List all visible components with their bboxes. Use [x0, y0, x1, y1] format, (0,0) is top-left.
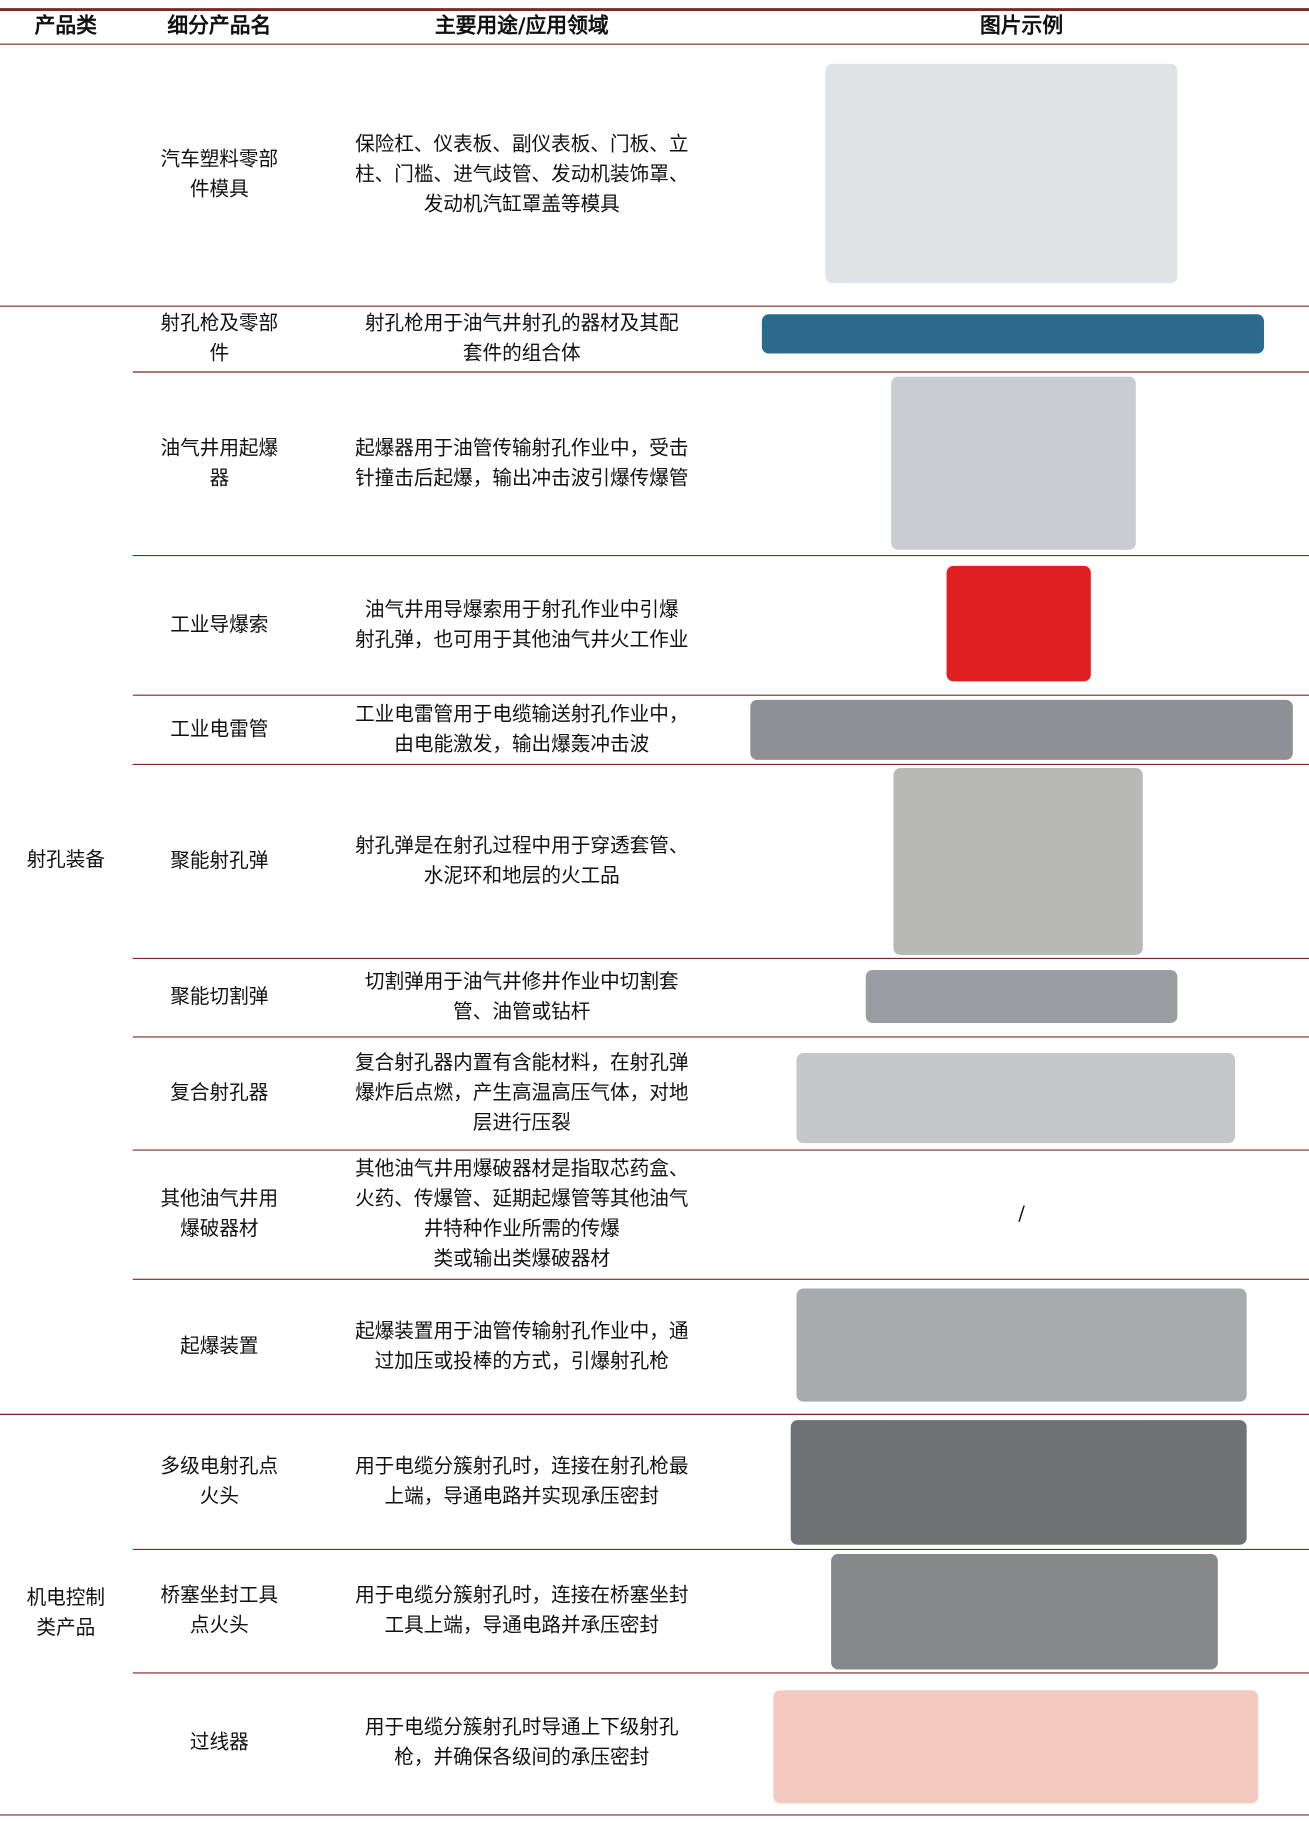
product-name: 起爆装置 [180, 1334, 258, 1357]
product-name: 其他油气井用 [160, 1187, 278, 1210]
product-name: 油气井用起爆 [160, 436, 278, 459]
usage-text: 过加压或投棒的方式，引爆射孔枪 [375, 1349, 669, 1372]
product-image [790, 1420, 1247, 1545]
product-image [891, 376, 1136, 550]
header-cell: 图片示例 [980, 12, 1063, 37]
usage-text: 复合射孔器内置有含能材料，在射孔弹 [355, 1051, 688, 1074]
product-name: 件模具 [190, 178, 249, 201]
usage-text: 水泥环和地层的火工品 [424, 864, 620, 887]
usage-text: 其他油气井用爆破器材是指取芯药盒、 [355, 1157, 688, 1180]
product-name: 器 [210, 466, 230, 489]
usage-text: 切割弹用于油气井修井作业中切割套 [365, 970, 679, 993]
usage-text: 套件的组合体 [463, 342, 581, 365]
usage-text: 井特种作业所需的传爆 [424, 1217, 620, 1240]
product-name: 汽车塑料零部 [160, 148, 278, 171]
product-image [893, 767, 1143, 955]
product-image [750, 699, 1293, 760]
usage-text: 由电能激发，输出爆轰冲击波 [394, 732, 649, 755]
product-image [946, 565, 1091, 682]
product-image [773, 1690, 1259, 1804]
product-name: 点火头 [190, 1614, 249, 1637]
usage-text: 发动机汽缸罩盖等模具 [424, 193, 620, 216]
category: 射孔装备 [27, 848, 106, 871]
usage-text: 爆炸后点燃，产生高温高压气体，对地 [355, 1081, 688, 1104]
usage-text: 火药、传爆管、延期起爆管等其他油气 [355, 1187, 688, 1210]
product-image [865, 969, 1178, 1024]
usage-text: 保险杠、仪表板、副仪表板、门板、立 [355, 133, 688, 156]
usage-text: 管、油管或钻杆 [453, 1000, 590, 1023]
image-placeholder: / [1018, 1202, 1025, 1225]
usage-text: 油气井用导爆索用于射孔作业中引爆 [365, 598, 679, 621]
usage-text: 枪，并确保各级间的承压密封 [394, 1745, 649, 1768]
usage-text: 射孔枪用于油气井射孔的器材及其配 [365, 312, 679, 335]
product-name: 工业电雷管 [170, 717, 268, 740]
product-name: 多级电射孔点 [160, 1454, 278, 1477]
header-cell: 产品类 [35, 12, 98, 37]
usage-text: 射孔弹，也可用于其他油气井火工作业 [355, 628, 688, 651]
product-name: 聚能切割弹 [170, 985, 268, 1008]
usage-text: 用于电缆分簇射孔时，连接在射孔枪最 [355, 1454, 688, 1477]
usage-text: 层进行压裂 [473, 1111, 571, 1134]
product-name: 射孔枪及零部 [160, 312, 278, 335]
usage-text: 起爆器用于油管传输射孔作业中，受击 [355, 436, 688, 459]
usage-text: 用于电缆分簇射孔时导通上下级射孔 [365, 1715, 679, 1738]
product-image [796, 1053, 1236, 1144]
category: 机电控制 [27, 1586, 105, 1609]
usage-text: 上端，导通电路并实现承压密封 [384, 1484, 659, 1507]
product-name: 桥塞坐封工具 [160, 1584, 278, 1607]
header-cell: 细分产品名 [167, 12, 271, 37]
usage-text: 工业电雷管用于电缆输送射孔作业中， [355, 702, 688, 725]
product-name: 过线器 [190, 1730, 249, 1753]
header-cell: 主要用途/应用领域 [435, 12, 609, 37]
usage-text: 用于电缆分簇射孔时，连接在桥塞坐封 [355, 1584, 688, 1607]
category: 类产品 [36, 1616, 95, 1639]
product-image [796, 1288, 1247, 1402]
product-name: 复合射孔器 [170, 1081, 268, 1104]
usage-text: 针撞击后起爆，输出冲击波引爆传爆管 [355, 466, 688, 489]
product-image [825, 63, 1178, 284]
usage-text: 柱、门槛、进气歧管、发动机装饰罩、 [355, 163, 688, 186]
usage-text: 工具上端，导通电路并承压密封 [384, 1614, 659, 1637]
product-image [761, 314, 1264, 354]
product-name: 聚能射孔弹 [170, 849, 268, 872]
product-name: 件 [210, 342, 230, 365]
product-name: 工业导爆索 [170, 613, 268, 636]
product-name: 火头 [200, 1484, 239, 1507]
product-image [831, 1554, 1218, 1670]
product-name: 爆破器材 [180, 1217, 258, 1240]
usage-text: 类或输出类爆破器材 [434, 1247, 611, 1270]
usage-text: 射孔弹是在射孔过程中用于穿透套管、 [355, 834, 688, 857]
usage-text: 起爆装置用于油管传输射孔作业中，通 [355, 1319, 688, 1342]
